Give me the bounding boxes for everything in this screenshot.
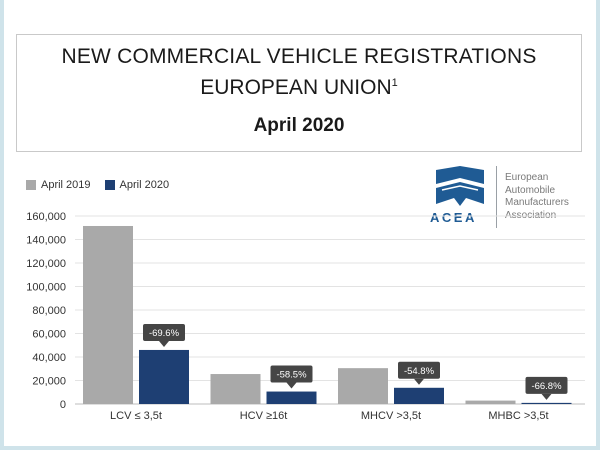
callout-box (270, 365, 313, 383)
callout-pointer (541, 393, 552, 400)
x-tick-label: MHCV >3,5t (361, 410, 421, 422)
bar-april-2020 (266, 391, 317, 404)
acea-separator (496, 166, 497, 228)
y-tick-label: 140,000 (26, 235, 66, 247)
callout-pointer (159, 340, 169, 347)
legend-item-2020: April 2020 (104, 179, 170, 191)
bar-april-2020 (394, 387, 444, 404)
legend-swatch-2020 (104, 180, 115, 190)
legend-label-2019: April 2019 (41, 179, 91, 191)
bar-april-2020 (521, 402, 572, 404)
y-tick-label: 20,000 (32, 376, 66, 388)
y-tick-label: 60,000 (32, 329, 66, 341)
y-tick-label: 0 (60, 399, 66, 411)
title-box: NEW COMMERCIAL VEHICLE REGISTRATIONS EUR… (16, 34, 582, 152)
y-tick-label: 160,000 (26, 211, 66, 223)
chart-date: April 2020 (253, 115, 345, 136)
bar-april-2019 (465, 400, 516, 404)
acea-text-line: Automobile (505, 184, 556, 196)
chart-subtitle-text: EUROPEAN UNION (200, 76, 392, 99)
acea-letters: ACEA (430, 210, 477, 225)
footnote-marker: 1 (391, 77, 398, 89)
acea-text-line: European (505, 172, 549, 183)
callout-pointer (414, 378, 424, 385)
x-tick-label: LCV ≤ 3,5t (110, 410, 162, 422)
y-tick-label: 120,000 (26, 258, 66, 270)
callout-pointer (286, 382, 297, 389)
legend-label-2020: April 2020 (119, 179, 170, 191)
callout-box (398, 361, 440, 379)
y-tick-label: 40,000 (32, 352, 66, 364)
x-tick-label: HCV ≥16t (240, 410, 288, 422)
bar-april-2019 (210, 374, 261, 404)
bar-april-2020 (139, 349, 189, 404)
acea-text-line: Association (505, 209, 557, 221)
bar-april-2019 (338, 368, 388, 404)
bar-april-2019 (83, 225, 133, 404)
legend-swatch-2019 (26, 180, 36, 190)
x-tick-label: MHBC >3,5t (488, 410, 548, 422)
data-label: -58.5% (276, 370, 307, 381)
acea-logo: ACEA European Automobile Manufacturers A… (430, 162, 590, 232)
chart-subtitle: EUROPEAN UNION1 (17, 76, 581, 100)
y-tick-label: 80,000 (32, 305, 66, 317)
callout-box (143, 323, 185, 341)
chart-title: NEW COMMERCIAL VEHICLE REGISTRATIONS (61, 45, 537, 68)
acea-text-line: Manufacturers (505, 197, 569, 208)
legend-item-2019: April 2019 (26, 179, 91, 191)
data-label: -69.6% (149, 328, 180, 339)
callout-box (525, 376, 568, 394)
data-label: -54.8% (404, 366, 435, 377)
y-tick-label: 100,000 (26, 282, 66, 294)
legend: April 2019 April 2020 (26, 179, 183, 191)
data-label: -66.8% (531, 381, 562, 392)
acea-logo-icon (436, 166, 484, 206)
acea-text: European Automobile Manufacturers Associ… (505, 172, 595, 222)
